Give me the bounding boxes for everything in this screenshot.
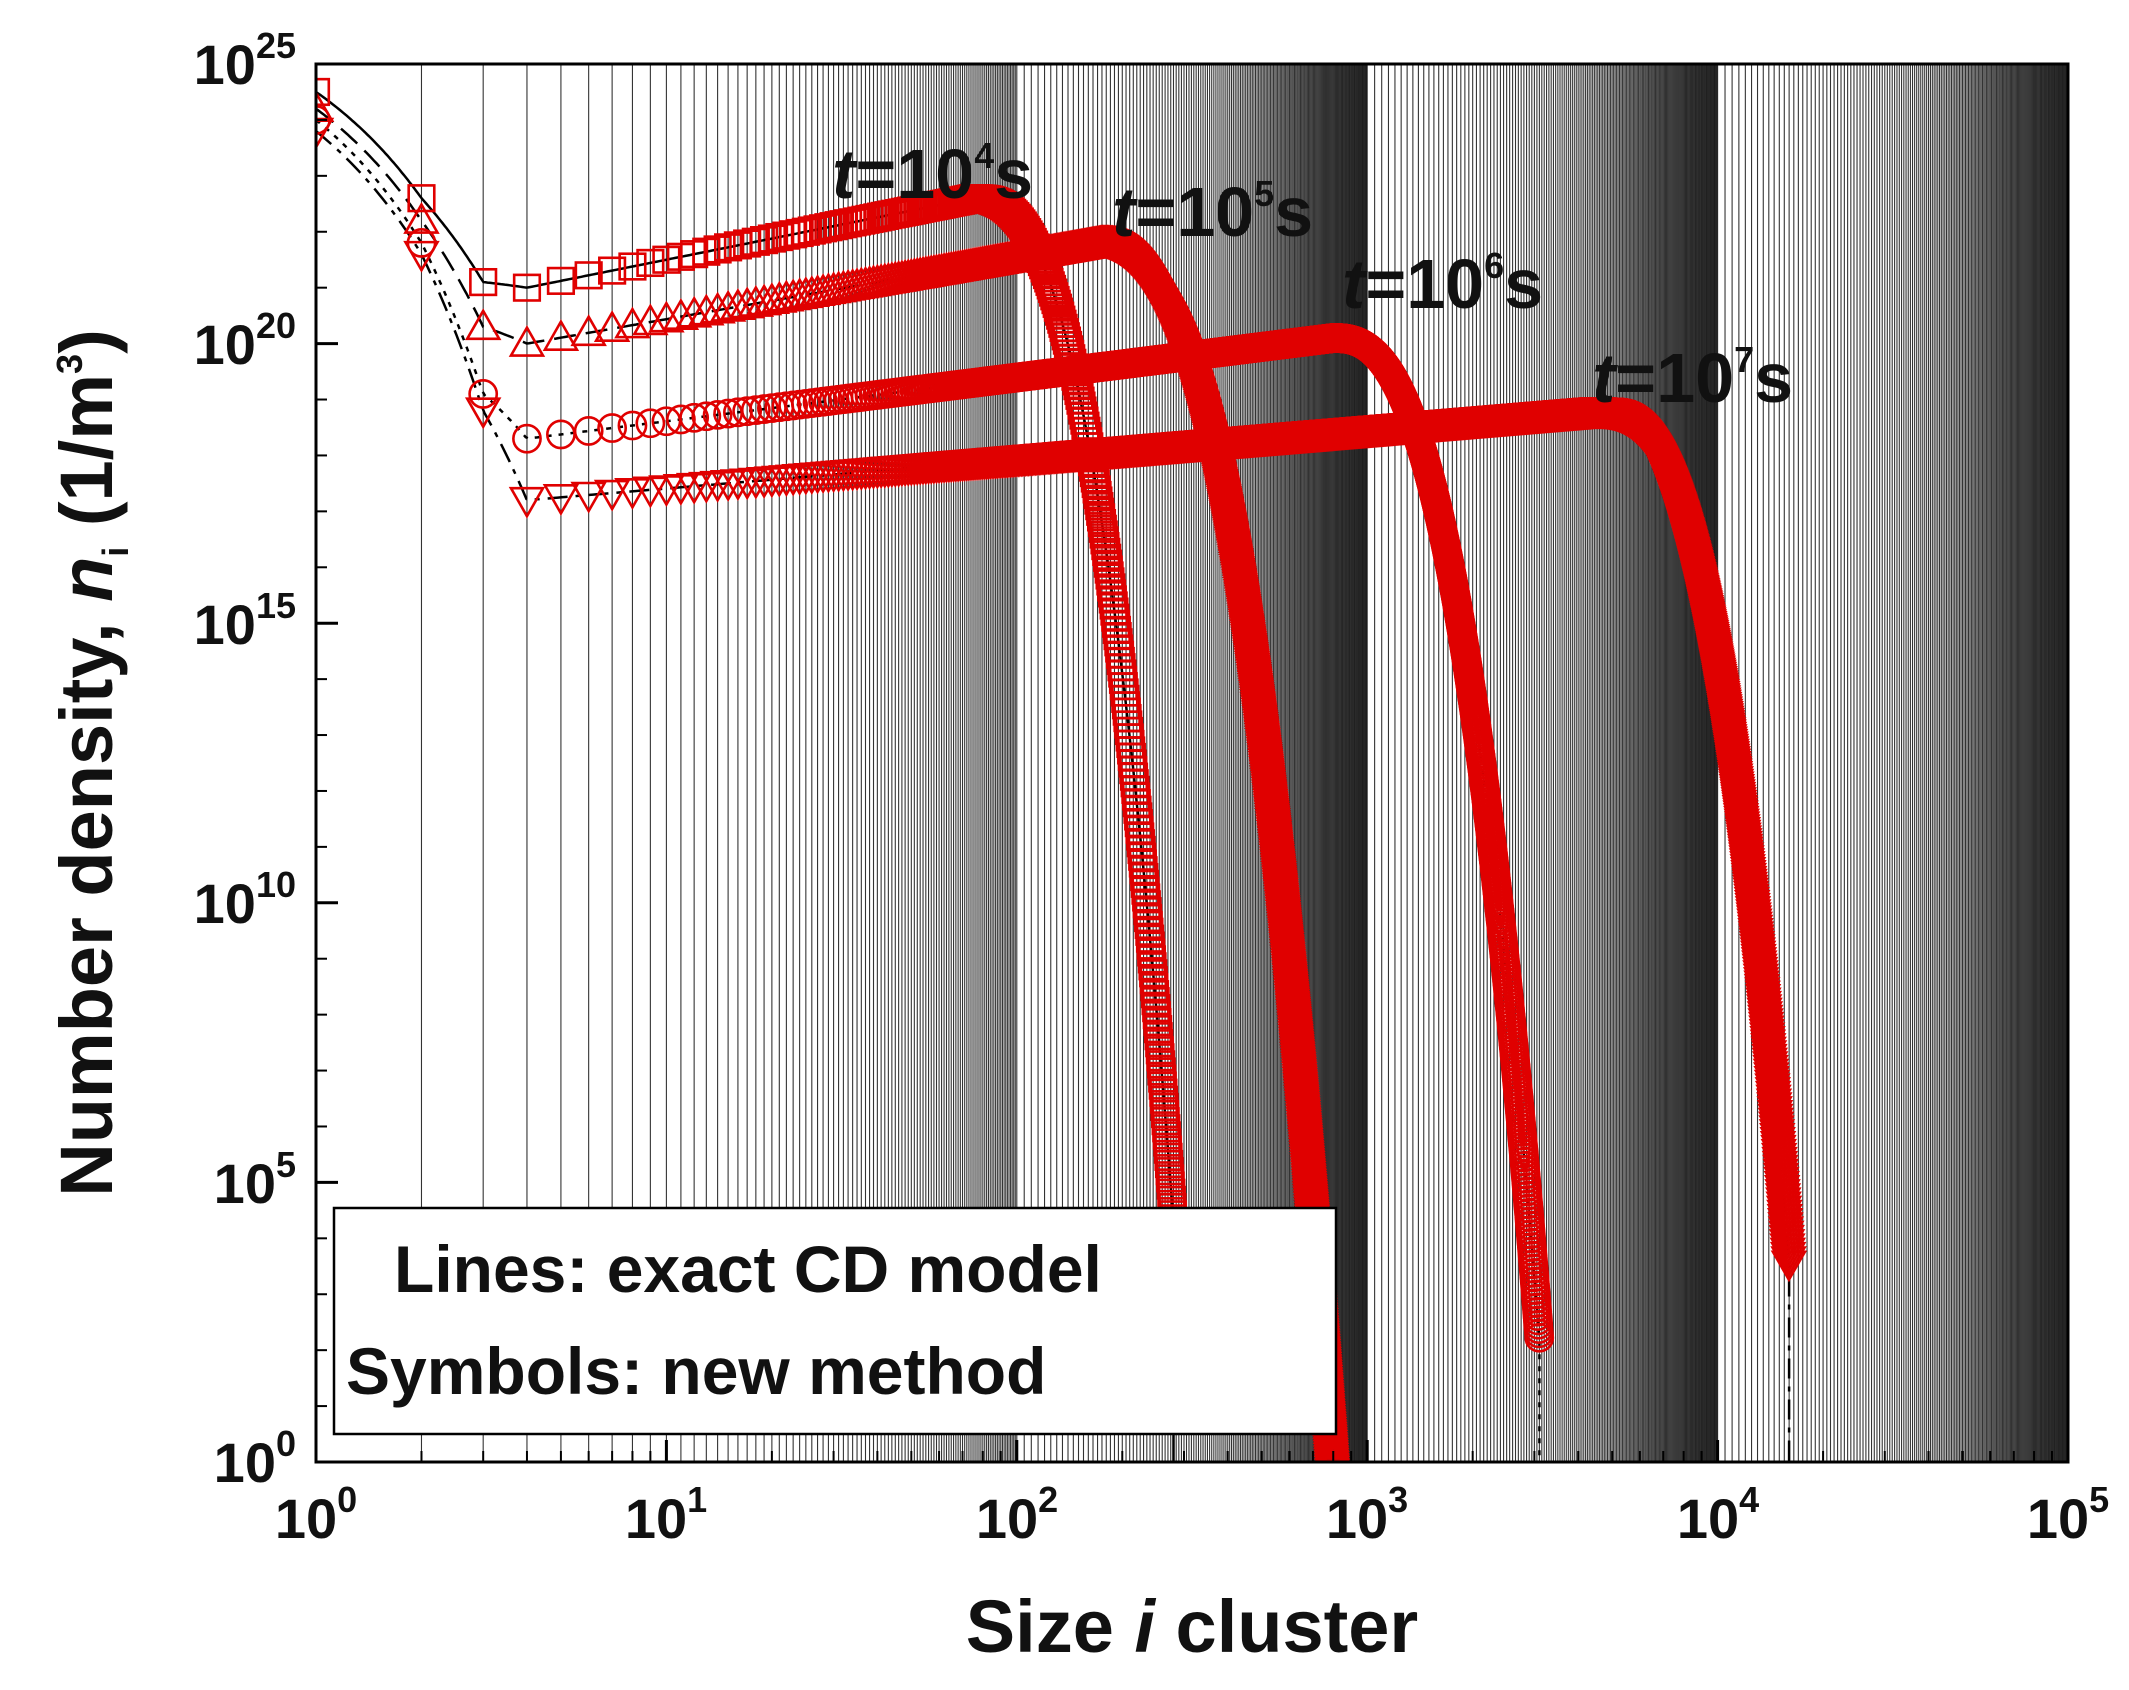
data-point-triangle-up — [745, 283, 783, 316]
data-point-triangle-down — [542, 484, 580, 516]
data-point-triangle-up — [593, 310, 631, 342]
data-point-square — [757, 224, 786, 253]
data-point-square — [703, 235, 732, 264]
data-point-circle — [635, 408, 666, 439]
data-point-square — [636, 248, 665, 278]
data-point-triangle-up — [648, 300, 685, 333]
data-point-circle — [702, 399, 733, 430]
data-point-triangle-up — [464, 308, 502, 341]
data-point-triangle-down — [570, 481, 607, 514]
data-point-square — [749, 226, 779, 255]
data-point-circle — [573, 416, 604, 446]
data-point-triangle-up — [570, 314, 607, 347]
data-point-circle — [597, 413, 628, 443]
data-point-square — [574, 261, 603, 290]
data-point-triangle-up — [699, 291, 736, 324]
data-point-triangle-down — [614, 478, 651, 510]
data-point-triangle-up — [675, 295, 713, 328]
data-point-square — [512, 273, 542, 302]
data-point-square — [407, 184, 436, 213]
data-point-square — [546, 266, 576, 295]
data-point-triangle-down — [464, 397, 502, 430]
data-point-circle — [666, 404, 696, 435]
data-point-triangle-up — [542, 319, 580, 351]
data-point-triangle-up — [737, 284, 775, 317]
data-point-square — [741, 227, 770, 256]
data-point-triangle-up — [688, 293, 725, 326]
data-point-square — [469, 267, 498, 297]
data-point-circle — [679, 402, 710, 433]
data-point-circle — [740, 395, 771, 425]
data-point-triangle-down — [593, 479, 631, 512]
data-point-square — [714, 233, 743, 262]
data-point-square — [618, 252, 647, 281]
data-point-triangle-up — [403, 201, 440, 234]
data-point-triangle-up — [316, 90, 335, 123]
data-point-triangle-down — [508, 486, 546, 519]
data-point-triangle-down — [403, 240, 440, 273]
data-point-circle — [1524, 1322, 1555, 1353]
data-point-circle — [691, 401, 722, 432]
data-point-square — [598, 256, 627, 285]
data-point-circle — [617, 410, 648, 441]
data-point-triangle-up — [508, 324, 546, 357]
data-point-circle — [732, 396, 763, 427]
data-point-triangle-up — [632, 303, 669, 336]
data-point-circle — [512, 423, 542, 454]
data-point-triangle-up — [662, 298, 700, 330]
data-point-square — [692, 237, 721, 266]
data-point-triangle-down — [316, 117, 335, 150]
data-point-triangle-up — [1322, 1443, 1344, 1462]
data-point-square — [652, 245, 681, 274]
data-point-circle — [468, 379, 499, 409]
